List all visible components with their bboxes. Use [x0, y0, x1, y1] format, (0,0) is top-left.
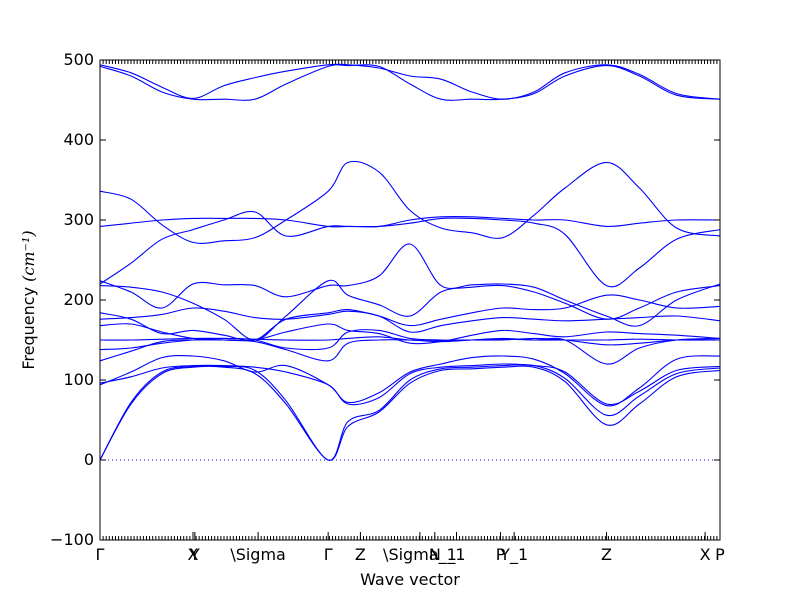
x-tick-label: \Sigma_1 — [383, 545, 457, 565]
band-line-15 — [99, 160, 721, 244]
y-tick-label: 100 — [63, 370, 94, 389]
x-tick-label: Γ — [324, 545, 333, 564]
y-tick-label: 400 — [63, 130, 94, 149]
band-line-13 — [99, 210, 721, 288]
band-line-3 — [99, 363, 721, 406]
y-tick-label: −100 — [50, 530, 94, 549]
x-tick-label: N — [429, 545, 441, 564]
band-line-12 — [99, 243, 721, 327]
band-line-10 — [99, 294, 721, 342]
x-axis-label: Wave vector — [360, 570, 460, 589]
y-tick-label: 0 — [84, 450, 94, 469]
band-line-6 — [99, 329, 721, 351]
x-tick-label: Γ — [96, 545, 105, 564]
x-tick-label: Z — [355, 545, 366, 564]
band-line-8 — [99, 323, 721, 345]
band-line-16 — [99, 64, 721, 101]
band-line-14 — [99, 215, 721, 228]
x-tick-label: Y_1 — [499, 545, 528, 565]
x-tick-label: Z — [601, 545, 612, 564]
band-line-5 — [99, 337, 721, 365]
plot-frame — [99, 59, 721, 541]
y-axis-label-text: Frequency — [19, 282, 38, 370]
x-tick-label: P — [496, 545, 506, 564]
x-tick-label: X — [188, 545, 199, 564]
x-tick-label: X — [700, 545, 711, 564]
x-axis-ticks: Γ XY \Sigma Γ Z \Sigma_1N _1 PY_1 Z X P — [96, 60, 725, 565]
x-tick-label: _1 — [446, 545, 465, 565]
band-series-group — [99, 63, 721, 461]
y-tick-label: 300 — [63, 210, 94, 229]
x-tick-label: Y — [189, 545, 200, 564]
band-line-1 — [99, 365, 721, 461]
y-tick-label: 200 — [63, 290, 94, 309]
band-line-2 — [99, 364, 721, 461]
y-axis-label-unit: (cm⁻¹) — [19, 230, 38, 281]
y-axis-label-group: Frequency (cm⁻¹) — [19, 230, 38, 369]
band-line-17 — [99, 63, 721, 100]
band-line-11 — [99, 279, 721, 341]
y-axis-ticks: −100 0 100 200 300 400 500 — [50, 50, 720, 549]
band-line-4 — [99, 355, 721, 407]
y-axis-label: Frequency (cm⁻¹) — [19, 230, 38, 369]
x-tick-label: P — [715, 545, 725, 564]
band-line-9 — [99, 307, 721, 333]
x-tick-label: \Sigma — [230, 545, 286, 564]
y-tick-label: 500 — [63, 50, 94, 69]
